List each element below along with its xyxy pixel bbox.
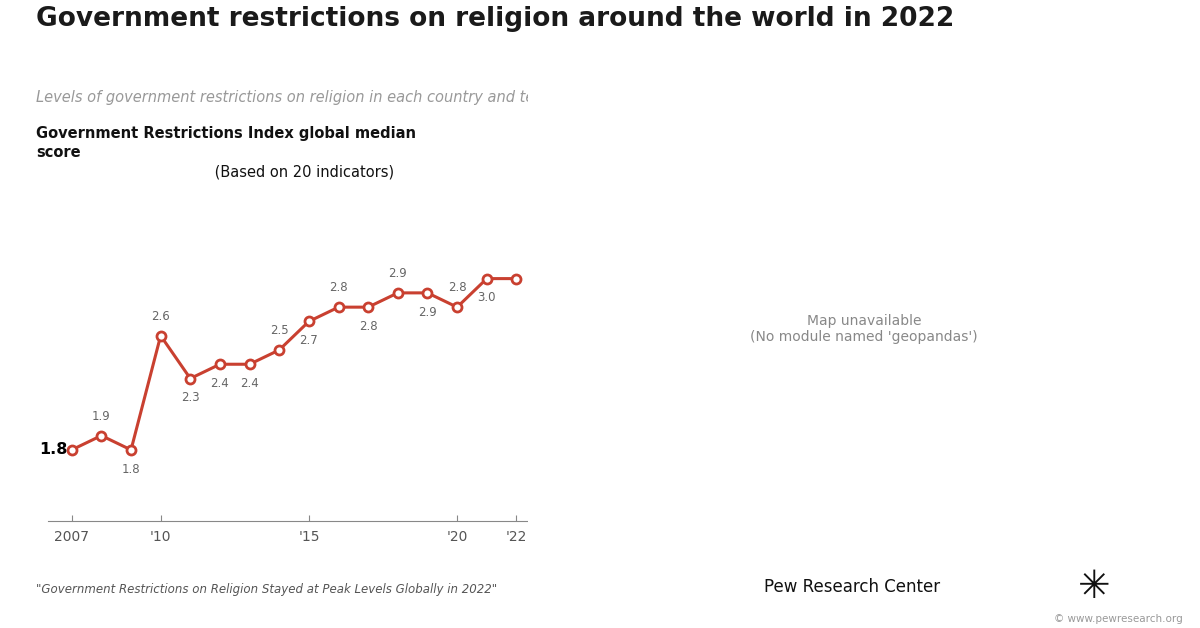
Text: Map unavailable
(No module named 'geopandas'): Map unavailable (No module named 'geopan… — [750, 313, 978, 344]
Text: 2.6: 2.6 — [151, 310, 170, 323]
Text: 2.3: 2.3 — [181, 391, 199, 404]
Text: © www.pewresearch.org: © www.pewresearch.org — [1054, 614, 1182, 624]
Text: 1.9: 1.9 — [92, 409, 110, 423]
Text: 1.8: 1.8 — [38, 442, 67, 457]
Polygon shape — [528, 75, 1200, 565]
Text: 2.7: 2.7 — [300, 334, 318, 347]
Text: 3.0: 3.0 — [527, 269, 559, 288]
Text: 2.8: 2.8 — [329, 281, 348, 295]
Text: Pew Research Center: Pew Research Center — [763, 578, 940, 595]
Text: 2.9: 2.9 — [418, 306, 437, 319]
Text: 2.4: 2.4 — [240, 377, 259, 390]
Text: Government Restrictions Index global median
score: Government Restrictions Index global med… — [36, 126, 416, 160]
Text: 2.5: 2.5 — [270, 324, 288, 337]
Text: ✳: ✳ — [1078, 568, 1110, 605]
Text: Levels of government restrictions on religion in each country and territory stud: Levels of government restrictions on rel… — [36, 90, 725, 106]
Text: 3.0: 3.0 — [478, 291, 496, 305]
Text: 2.9: 2.9 — [389, 267, 407, 280]
Text: 2.8: 2.8 — [359, 320, 378, 333]
Text: 2.8: 2.8 — [448, 281, 467, 295]
Text: (Based on 20 indicators): (Based on 20 indicators) — [210, 165, 394, 180]
Text: 1.8: 1.8 — [121, 463, 140, 476]
Text: 2.4: 2.4 — [210, 377, 229, 390]
Text: "Government Restrictions on Religion Stayed at Peak Levels Globally in 2022": "Government Restrictions on Religion Sta… — [36, 583, 497, 595]
Text: Government restrictions on religion around the world in 2022: Government restrictions on religion arou… — [36, 6, 954, 32]
